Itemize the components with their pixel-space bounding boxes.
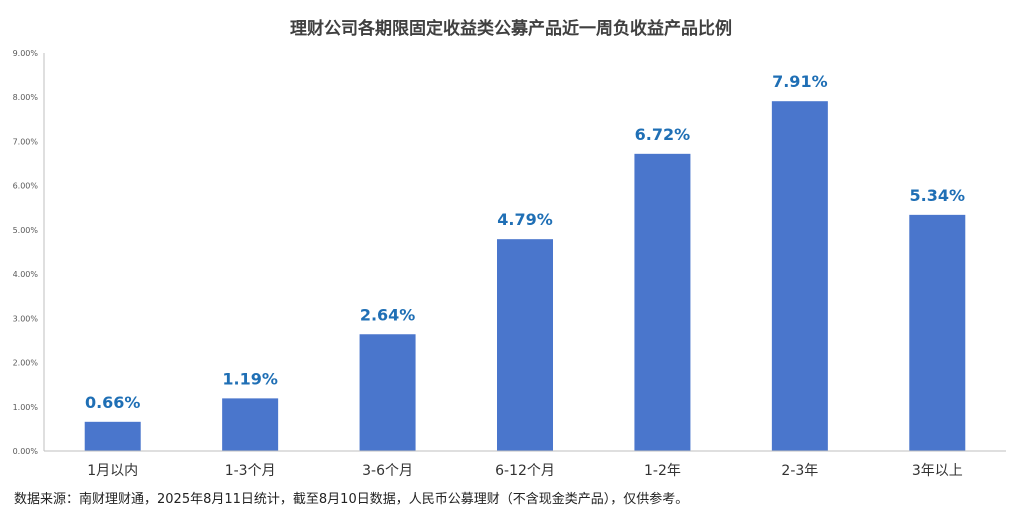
- y-tick-label: 2.00%: [13, 359, 39, 368]
- bar: [771, 101, 828, 452]
- y-tick-label: 3.00%: [13, 314, 39, 323]
- data-label: 5.34%: [910, 186, 966, 205]
- x-tick-label: 6-12个月: [495, 463, 555, 479]
- data-label: 2.64%: [360, 305, 416, 324]
- bar: [909, 214, 966, 451]
- y-tick-label: 8.00%: [13, 93, 39, 102]
- data-label: 1.19%: [222, 369, 278, 388]
- x-axis: 1月以内 1-3个月 3-6个月 6-12个月 1-2年 2-3年 3年以上: [44, 450, 1006, 479]
- data-label: 0.66%: [85, 393, 141, 412]
- bar: [84, 421, 141, 451]
- bar: [359, 334, 416, 451]
- y-tick-label: 7.00%: [13, 137, 39, 146]
- x-tick-label: 3年以上: [912, 463, 963, 479]
- chart-title: 理财公司各期限固定收益类公募产品近一周负收益产品比例: [290, 19, 732, 39]
- x-tick-label: 1月以内: [87, 463, 138, 479]
- data-label: 6.72%: [635, 125, 691, 144]
- y-tick-label: 9.00%: [13, 49, 39, 58]
- x-tick-label: 1-3个月: [225, 463, 276, 479]
- y-tick-label: 5.00%: [13, 226, 39, 235]
- y-tick-label: 0.00%: [13, 447, 39, 456]
- x-tick-label: 2-3年: [781, 463, 818, 479]
- y-axis: 0.00% 1.00% 2.00% 3.00% 4.00% 5.00% 6.00% 7.00%…: [13, 49, 45, 456]
- bar: [222, 398, 279, 451]
- bar: [634, 153, 691, 451]
- y-tick-label: 1.00%: [13, 403, 39, 412]
- y-tick-label: 6.00%: [13, 182, 39, 191]
- y-tick-label: 4.00%: [13, 270, 39, 279]
- x-tick-label: 3-6个月: [362, 463, 413, 479]
- data-label: 7.91%: [772, 72, 828, 91]
- bars: [84, 101, 966, 452]
- data-labels: 0.66% 1.19% 2.64% 4.79% 6.72% 7.91% 5.34%: [85, 72, 965, 412]
- x-tick-label: 1-2年: [644, 463, 681, 479]
- bar: [497, 239, 553, 451]
- source-note: 数据来源：南财理财通，2025年8月11日统计，截至8月10日数据，人民币公募理…: [14, 492, 689, 507]
- data-label: 4.79%: [497, 210, 553, 229]
